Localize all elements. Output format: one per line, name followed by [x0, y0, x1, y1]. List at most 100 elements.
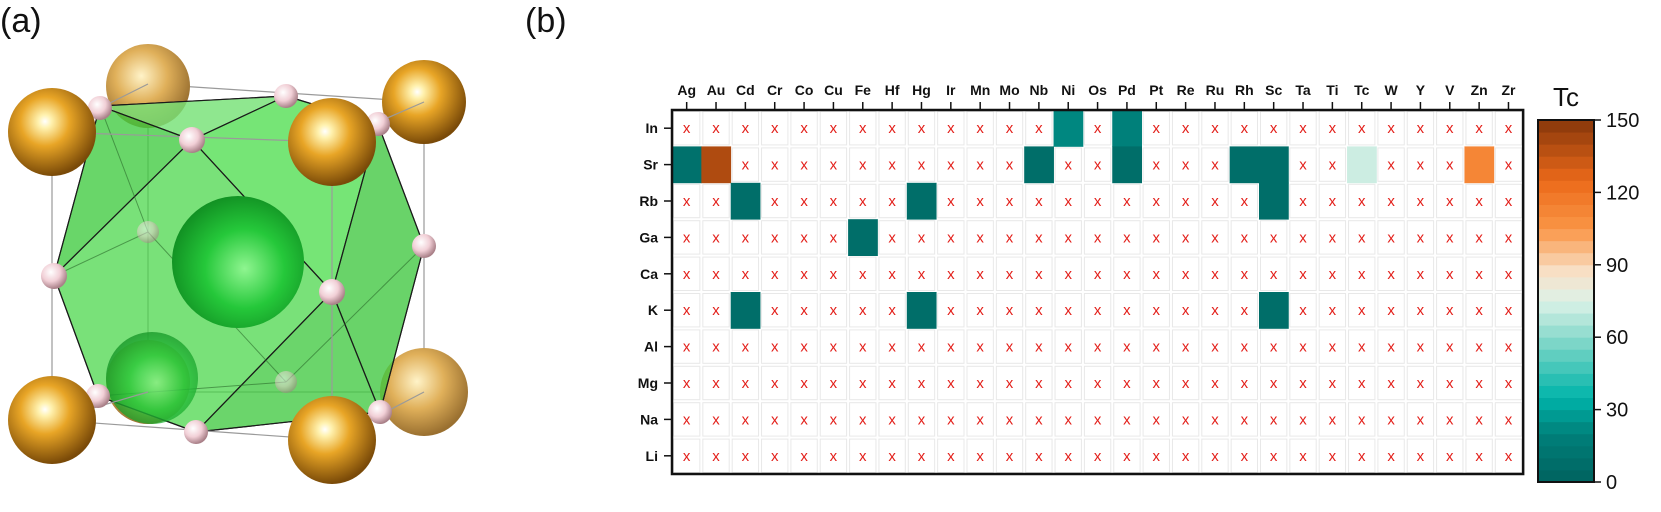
missing-marker: x	[1505, 448, 1513, 465]
heatmap-empty-cell-Sr-Ni	[1054, 147, 1082, 182]
missing-marker: x	[1182, 266, 1190, 283]
missing-marker: x	[800, 375, 808, 392]
missing-marker: x	[1035, 120, 1043, 137]
missing-marker: x	[1417, 266, 1425, 283]
heatmap-empty-cell-Rb-Zn	[1465, 183, 1493, 219]
missing-marker: x	[1417, 448, 1425, 465]
row-label-Rb: Rb	[639, 193, 658, 209]
heatmap-empty-cell-Rb-Ni	[1054, 183, 1082, 219]
heatmap-empty-cell-Ca-V	[1436, 256, 1464, 292]
missing-marker: x	[1241, 339, 1249, 356]
heatmap-empty-cell-Ca-Mo	[995, 256, 1024, 292]
missing-marker: x	[1094, 302, 1102, 319]
heatmap-empty-cell-Al-Ru	[1201, 329, 1229, 364]
heatmap-empty-cell-In-V	[1436, 111, 1464, 146]
heatmap-empty-cell-Na-Hf	[878, 402, 906, 437]
heatmap-empty-cell-Mg-Cd	[731, 365, 760, 401]
missing-marker: x	[1446, 339, 1454, 356]
missing-marker: x	[1064, 448, 1072, 465]
heatmap-empty-cell-Mg-Mo	[995, 365, 1024, 401]
missing-marker: x	[1358, 411, 1366, 428]
heatmap-empty-cell-Na-Cr	[761, 402, 789, 437]
heatmap-empty-cell-K-Ag	[673, 293, 701, 328]
column-label-V: V	[1445, 82, 1455, 98]
heatmap-empty-cell-Al-Au	[702, 329, 730, 364]
heatmap-empty-cell-Ca-Tc	[1348, 256, 1376, 292]
missing-marker: x	[1241, 411, 1249, 428]
colorbar-title: Tc	[1553, 82, 1579, 112]
heatmap-cell-Sr-Tc	[1347, 146, 1377, 184]
heatmap-empty-cell-K-Y	[1406, 293, 1435, 328]
heatmap-empty-cell-Ga-Zr	[1494, 220, 1523, 255]
heatmap-cell-K-Cd	[730, 292, 761, 329]
missing-marker: x	[1358, 266, 1366, 283]
missing-marker: x	[918, 229, 926, 246]
missing-marker: x	[918, 375, 926, 392]
heatmap-cell-In-Ni	[1053, 110, 1084, 147]
missing-marker: x	[742, 157, 750, 174]
heatmap-empty-cell-Na-Nb	[1025, 402, 1053, 437]
missing-marker: x	[1094, 120, 1102, 137]
missing-marker: x	[1387, 339, 1395, 356]
missing-marker: x	[712, 448, 720, 465]
heatmap-empty-cell-Na-Sc	[1260, 402, 1288, 437]
missing-marker: x	[1035, 229, 1043, 246]
missing-marker: x	[1123, 302, 1131, 319]
heatmap-empty-cell-Mg-Re	[1171, 365, 1200, 401]
missing-marker: x	[1387, 157, 1395, 174]
missing-marker: x	[1006, 193, 1014, 210]
missing-marker: x	[976, 157, 984, 174]
heatmap-empty-cell-K-Mn	[966, 293, 994, 328]
heatmap-empty-cell-Ga-W	[1377, 220, 1405, 255]
heatmap-empty-cell-K-Zn	[1465, 293, 1493, 328]
column-label-Ti: Ti	[1326, 82, 1338, 98]
missing-marker: x	[800, 411, 808, 428]
colorbar-segment	[1538, 373, 1594, 386]
gold-atom-front-bottom-left	[8, 376, 96, 464]
missing-marker: x	[859, 157, 867, 174]
heatmap-empty-cell-Li-Tc	[1348, 438, 1376, 474]
colorbar-tick-label: 120	[1606, 182, 1639, 204]
heatmap-empty-cell-Sr-Y	[1406, 147, 1435, 182]
column-label-Y: Y	[1416, 82, 1426, 98]
missing-marker: x	[683, 339, 691, 356]
heatmap-empty-cell-Rb-Co	[790, 183, 818, 219]
heatmap-empty-cell-Na-Ir	[937, 402, 965, 437]
missing-marker: x	[918, 266, 926, 283]
missing-marker: x	[1006, 448, 1014, 465]
colorbar-segment	[1538, 397, 1594, 411]
missing-marker: x	[1446, 375, 1454, 392]
missing-marker: x	[800, 193, 808, 210]
heatmap-empty-cell-Ca-Cr	[761, 256, 789, 292]
missing-marker: x	[800, 120, 808, 137]
heatmap-empty-cell-Mg-V	[1436, 365, 1464, 401]
missing-marker: x	[1182, 193, 1190, 210]
heatmap-empty-cell-Sr-Mn	[966, 147, 994, 182]
heatmap-empty-cell-Li-Ti	[1318, 438, 1347, 474]
heatmap-empty-cell-Mg-Cu	[819, 365, 848, 401]
missing-marker: x	[947, 411, 955, 428]
missing-marker: x	[976, 229, 984, 246]
heatmap-empty-cell-K-Hf	[878, 293, 906, 328]
missing-marker: x	[1270, 120, 1278, 137]
missing-marker: x	[976, 120, 984, 137]
missing-marker: x	[1006, 339, 1014, 356]
heatmap-empty-cell-Ga-Ru	[1201, 220, 1229, 255]
heatmap-cell-Sr-Pd	[1112, 146, 1142, 184]
heatmap-empty-cell-Sr-Hg	[907, 147, 936, 182]
missing-marker: x	[1446, 229, 1454, 246]
missing-marker: x	[1241, 375, 1249, 392]
heatmap-empty-cell-In-Rh	[1230, 111, 1259, 146]
missing-marker: x	[1417, 411, 1425, 428]
missing-marker: x	[1153, 339, 1161, 356]
colorbar-segment	[1538, 361, 1594, 374]
missing-marker: x	[1035, 266, 1043, 283]
missing-marker: x	[1211, 266, 1219, 283]
colorbar-segment	[1538, 120, 1594, 133]
missing-marker: x	[1211, 375, 1219, 392]
missing-marker: x	[742, 448, 750, 465]
column-label-Hg: Hg	[912, 82, 931, 98]
heatmap-empty-cell-Ga-Pt	[1142, 220, 1170, 255]
heatmap-empty-cell-Li-Ru	[1201, 438, 1229, 474]
column-label-Ag: Ag	[677, 82, 696, 98]
